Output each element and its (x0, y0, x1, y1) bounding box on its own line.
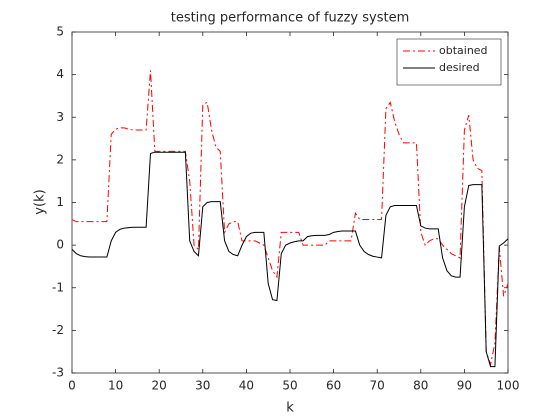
y-tick-label: 5 (56, 25, 64, 39)
x-tick-label: 30 (195, 379, 210, 393)
x-tick-label: 40 (239, 379, 254, 393)
x-tick-label: 60 (326, 379, 341, 393)
x-tick-label: 70 (370, 379, 385, 393)
x-tick-label: 90 (457, 379, 472, 393)
y-tick-label: 2 (56, 152, 64, 166)
legend-label: obtained (439, 44, 488, 57)
x-tick-label: 80 (413, 379, 428, 393)
chart-title: testing performance of fuzzy system (171, 11, 410, 26)
x-tick-label: 50 (282, 379, 297, 393)
x-tick-label: 0 (68, 379, 76, 393)
x-axis-label: k (286, 401, 294, 416)
x-tick-label: 10 (108, 379, 123, 393)
y-tick-label: 3 (56, 110, 64, 124)
y-tick-label: -3 (52, 366, 64, 380)
y-tick-label: -1 (52, 280, 64, 294)
y-tick-label: 1 (56, 195, 64, 209)
x-tick-label: 20 (152, 379, 167, 393)
y-tick-label: 0 (56, 238, 64, 252)
y-tick-label: 4 (56, 67, 64, 81)
y-tick-label: -2 (52, 323, 64, 337)
x-tick-label: 100 (497, 379, 520, 393)
plot-area (71, 31, 509, 374)
y-axis-label: y(k) (33, 189, 48, 214)
legend-box (396, 38, 502, 86)
series-line (71, 151, 509, 368)
legend-label: desired (439, 61, 480, 74)
